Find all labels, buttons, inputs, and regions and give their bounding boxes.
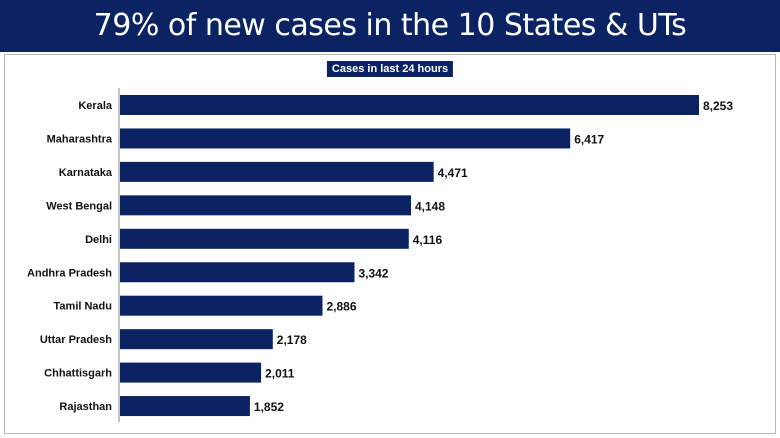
value-label: 1,852 <box>254 400 284 414</box>
bar <box>120 161 434 182</box>
category-label: Rajasthan <box>59 401 112 413</box>
bar <box>120 262 355 283</box>
bar <box>120 195 412 216</box>
bar <box>120 396 250 417</box>
value-label: 4,471 <box>438 166 468 180</box>
bar <box>120 295 323 316</box>
category-label: Tamil Nadu <box>54 301 112 313</box>
category-label: Chhattisgarh <box>44 368 112 380</box>
value-label: 6,417 <box>574 132 604 146</box>
bar <box>120 95 699 115</box>
value-label: 2,178 <box>277 333 307 347</box>
bar <box>120 362 262 383</box>
category-label: West Bengal <box>46 200 112 212</box>
category-label: Andhra Pradesh <box>27 267 112 279</box>
category-label: Maharashtra <box>47 133 113 145</box>
value-label: 2,886 <box>326 300 356 314</box>
chart-title: Cases in last 24 hours <box>326 61 454 77</box>
bar <box>120 329 273 350</box>
value-label: 4,116 <box>413 233 443 247</box>
page-title: 79% of new cases in the 10 States & UTs <box>0 0 780 52</box>
category-label: Karnataka <box>59 167 113 179</box>
value-label: 3,342 <box>358 266 388 280</box>
bar <box>120 228 409 249</box>
category-label: Uttar Pradesh <box>40 334 112 346</box>
value-label: 8,253 <box>703 99 733 113</box>
value-label: 4,148 <box>415 199 445 213</box>
category-label: Delhi <box>85 234 112 246</box>
bar <box>120 128 571 149</box>
category-label: Kerala <box>78 100 113 112</box>
value-label: 2,011 <box>265 367 295 381</box>
